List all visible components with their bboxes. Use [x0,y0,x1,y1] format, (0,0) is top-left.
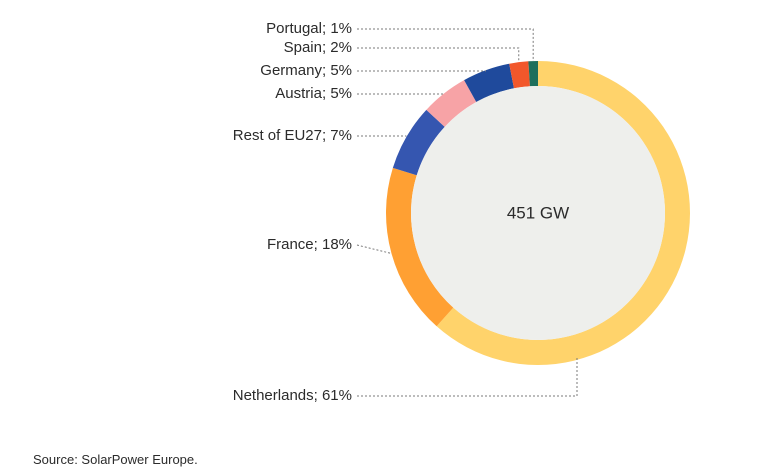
label-spain: Spain; 2% [284,39,352,56]
slice-france [386,167,454,327]
leader-netherlands [357,358,578,397]
slice-spain [509,61,530,89]
label-netherlands: Netherlands; 61% [233,387,352,404]
slice-portugal [528,61,538,87]
source-note: Source: SolarPower Europe. [33,452,198,467]
slice-germany [464,63,514,103]
leader-france [356,244,392,254]
leader-portugal [357,28,534,62]
label-austria: Austria; 5% [275,85,352,102]
label-france: France; 18% [267,236,352,253]
label-germany: Germany; 5% [260,62,352,79]
slice-austria [426,80,477,127]
slices-layer [386,61,691,365]
labels-layer: Netherlands; 61% France; 18% Rest of EU27;… [233,20,578,404]
center-total-label: 451 GW [507,203,569,222]
slice-netherlands [436,61,691,365]
donut-center [411,86,665,340]
label-portugal: Portugal; 1% [266,20,352,37]
label-rest-of-eu27: Rest of EU27; 7% [233,127,352,144]
slice-rest-of-eu27 [392,109,445,176]
leader-spain [357,47,520,63]
